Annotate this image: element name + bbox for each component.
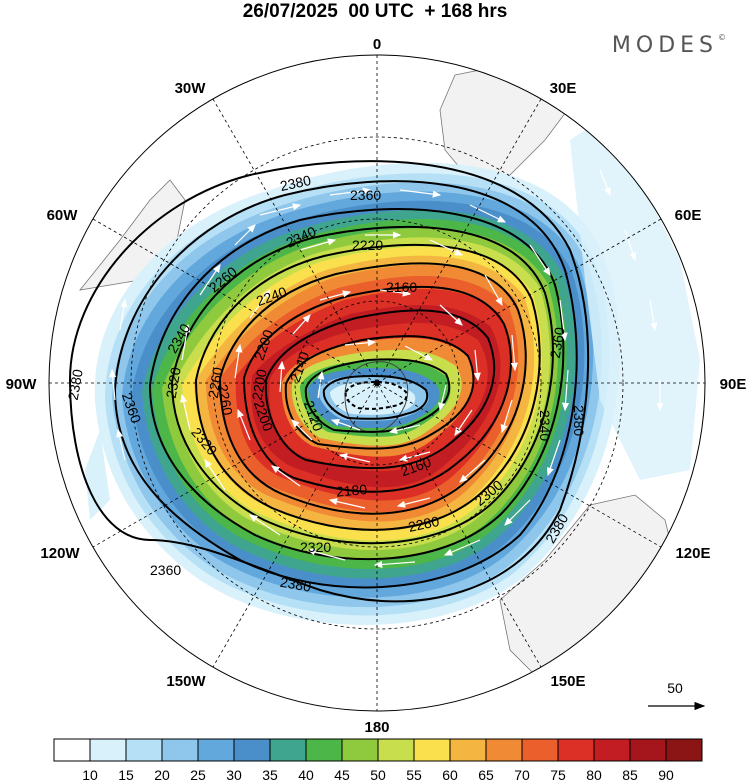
colorbar-swatch — [629, 738, 667, 762]
contour-label: 2380 — [279, 172, 313, 194]
colorbar-swatch — [557, 738, 595, 762]
land-antarctica — [344, 361, 409, 433]
south-pole-marker — [374, 380, 380, 386]
contour-label: 2360 — [150, 562, 181, 578]
colorbar-swatch — [665, 738, 703, 762]
colorbar-tick-label: 60 — [442, 767, 458, 782]
colorbar-swatch — [233, 738, 271, 762]
contour-label: 2380 — [279, 574, 313, 595]
colorbar-tick-label: 85 — [622, 767, 638, 782]
colorbar-tick-label: 55 — [406, 767, 422, 782]
colorbar-tick-label: 35 — [262, 767, 278, 782]
copyright-mark: © — [718, 33, 726, 42]
brand-name: MODES — [611, 33, 718, 58]
lon-label-120w: 120W — [40, 545, 80, 562]
colorbar-swatch — [485, 738, 523, 762]
lon-label-30e: 30E — [550, 80, 577, 97]
reference-vector-label: 50 — [667, 680, 683, 696]
lon-label-90w: 90W — [6, 376, 38, 393]
colorbar-tick-label: 30 — [226, 767, 242, 782]
colorbar-swatch — [341, 738, 379, 762]
colorbar-tick-label: 15 — [118, 767, 134, 782]
colorbar-tick-label: 40 — [298, 767, 314, 782]
contour-label: 2260 — [215, 383, 236, 417]
colorbar-tick-label: 50 — [370, 767, 386, 782]
lon-label-30w: 30W — [175, 80, 207, 97]
contour-label: 2260 — [205, 366, 226, 400]
contour-label: 2340 — [537, 410, 553, 441]
colorbar-swatch — [593, 738, 631, 762]
lon-label-60w: 60W — [47, 207, 79, 224]
lon-label-0: 0 — [373, 36, 381, 53]
contour-label: 2220 — [352, 237, 383, 253]
contour-label: 2360 — [350, 187, 381, 203]
graticule — [49, 55, 705, 711]
colorbar-swatch — [269, 738, 307, 762]
contour-label: 2160 — [386, 279, 417, 295]
colorbar-swatch — [449, 738, 487, 762]
colorbar-swatch — [521, 738, 559, 762]
colorbar-tick-label: 90 — [658, 767, 674, 782]
colorbar-tick-label: 45 — [334, 767, 350, 782]
lon-label-150w: 150W — [166, 673, 206, 690]
contour-label: 2180 — [335, 481, 368, 500]
colorbar-swatch — [377, 738, 415, 762]
contour-label: 2380 — [571, 405, 587, 436]
contour-label: 2280 — [407, 513, 441, 535]
contour-label: 2320 — [300, 539, 331, 555]
colorbar-swatch — [197, 738, 235, 762]
colorbar-tick-label: 25 — [190, 767, 206, 782]
lon-label-180: 180 — [364, 719, 389, 736]
colorbar-tick-label: 10 — [82, 767, 98, 782]
colorbar: 10 15 20 25 30 35 40 45 50 55 60 65 70 75 80 85 90 — [53, 738, 703, 782]
wind-vectors — [109, 169, 664, 569]
contour-label: 2360 — [547, 326, 568, 360]
contour-label: 2200 — [249, 368, 270, 402]
colorbar-tick-label: 80 — [586, 767, 602, 782]
lon-label-150e: 150E — [550, 673, 585, 690]
lon-label-120e: 120E — [675, 545, 710, 562]
brand-logo: MODES© — [612, 33, 726, 58]
colorbar-swatch — [89, 738, 127, 762]
colorbar-tick-label: 20 — [154, 767, 170, 782]
colorbar-swatch — [413, 738, 451, 762]
colorbar-swatch — [305, 738, 343, 762]
colorbar-tick-label: 70 — [514, 767, 530, 782]
map-boundary — [48, 54, 706, 712]
colorbar-tick-label: 75 — [550, 767, 566, 782]
colorbar-tick-label: 65 — [478, 767, 494, 782]
lon-label-90e: 90E — [720, 376, 747, 393]
contour-label: 2380 — [65, 368, 86, 402]
contour-label: 2320 — [163, 366, 184, 400]
colorbar-swatch — [125, 738, 163, 762]
colorbar-swatch — [161, 738, 199, 762]
lon-label-60e: 60E — [675, 207, 702, 224]
colorbar-swatch — [53, 738, 91, 762]
map-title: 26/07/2025 00 UTC + 168 hrs — [242, 1, 508, 22]
